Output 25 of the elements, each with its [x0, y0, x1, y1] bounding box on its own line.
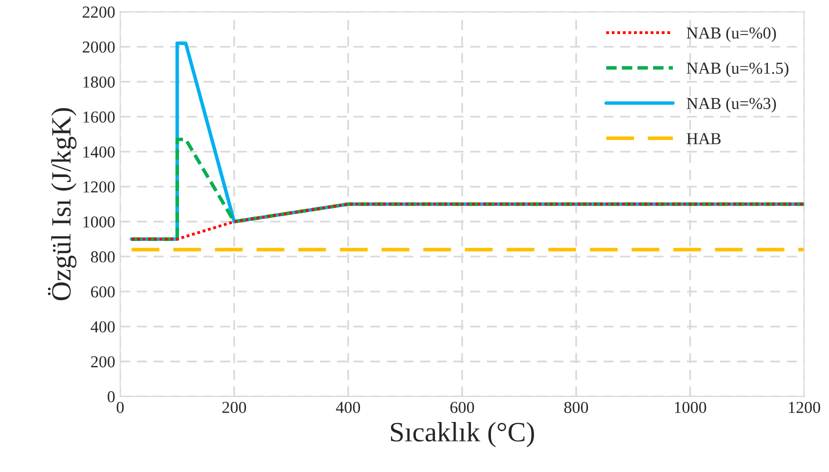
y-tick-label: 1800 — [83, 76, 115, 88]
y-tick-label: 0 — [108, 391, 115, 402]
y-axis-title: Özgül Isı (J/kgK) — [48, 108, 76, 300]
y-tick-label: 400 — [90, 321, 115, 332]
y-tick-label: 1000 — [83, 216, 115, 228]
x-tick-label: 200 — [222, 402, 246, 414]
y-tick-label: 800 — [90, 251, 115, 263]
y-tick-label: 200 — [91, 356, 115, 368]
legend-label: HAB — [686, 133, 721, 144]
legend-label: NAB (u=%1.5) — [686, 62, 788, 78]
x-tick-label: 0 — [116, 402, 124, 414]
y-tick-label: 2000 — [82, 41, 115, 53]
y-tick-label: 600 — [91, 286, 115, 298]
legend-label: NAB (u=%0) — [686, 26, 776, 42]
y-tick-label: 2200 — [82, 6, 115, 18]
y-tick-label: 1600 — [83, 111, 115, 123]
x-tick-label: 800 — [564, 402, 588, 414]
x-tick-label: 1200 — [788, 402, 820, 414]
x-tick-label: 1000 — [674, 402, 706, 414]
legend-label: NAB (u=%3) — [686, 97, 776, 112]
y-tick-label: 1200 — [83, 181, 115, 193]
x-axis-title: Sıcaklık (°C) — [390, 422, 534, 448]
x-tick-label: 600 — [450, 402, 474, 414]
y-tick-label: 1400 — [83, 146, 115, 158]
x-tick-label: 400 — [336, 402, 360, 414]
